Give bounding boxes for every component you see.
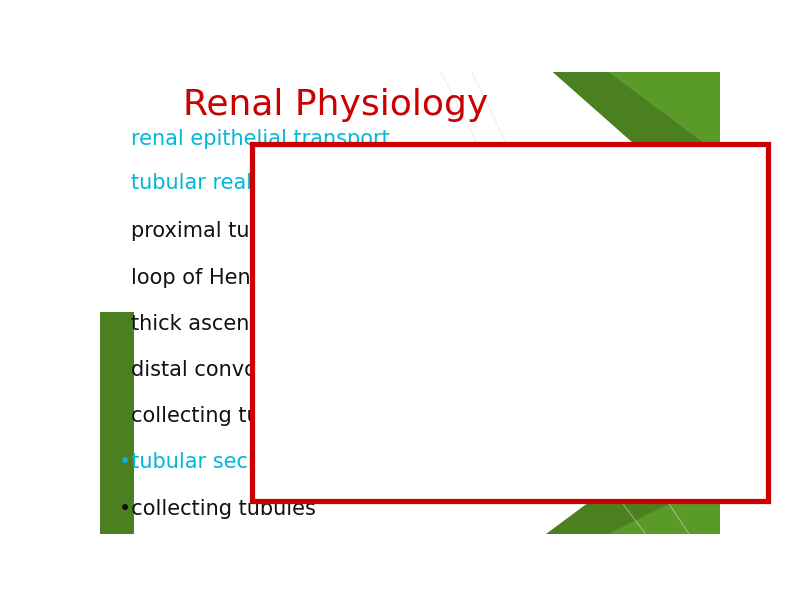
- Text: GLOMERULUS: GLOMERULUS: [306, 158, 354, 164]
- Text: renal epithelial transport: renal epithelial transport: [131, 129, 390, 149]
- Text: Loop of Henle: Loop of Henle: [304, 391, 342, 397]
- Text: loop of Henle: loop of Henle: [131, 268, 270, 287]
- Text: thick ascending limb: thick ascending limb: [131, 314, 346, 334]
- Polygon shape: [608, 479, 720, 534]
- Text: proximal tubule: proximal tubule: [131, 221, 294, 241]
- Polygon shape: [546, 404, 720, 534]
- Text: Afferent
arteriole: Afferent arteriole: [257, 228, 280, 239]
- Polygon shape: [553, 72, 720, 220]
- Text: collecting tubule: collecting tubule: [131, 406, 305, 426]
- Text: TUBULE: TUBULE: [610, 158, 638, 164]
- Text: Reabsorption: Reabsorption: [644, 183, 681, 188]
- Text: •tubular secretion: •tubular secretion: [118, 452, 309, 472]
- Polygon shape: [608, 72, 720, 155]
- Text: CORTEX: CORTEX: [758, 239, 762, 263]
- Text: •collecting tubules: •collecting tubules: [118, 499, 315, 518]
- Text: Filtration: Filtration: [301, 183, 327, 188]
- Polygon shape: [100, 312, 134, 534]
- Text: Proximal tubule: Proximal tubule: [587, 220, 630, 225]
- Text: Renal Physiology: Renal Physiology: [183, 88, 488, 122]
- Text: Distal tubule: Distal tubule: [623, 263, 658, 268]
- Text: Secretion: Secretion: [644, 199, 670, 205]
- Text: distal convoluted tubule: distal convoluted tubule: [131, 360, 383, 380]
- Text: tubular reabsorption: tubular reabsorption: [131, 173, 345, 193]
- Text: Bowman's
capsule: Bowman's capsule: [383, 271, 410, 281]
- Text: Co lecting
tubule: Co lecting tubule: [642, 406, 668, 417]
- Text: Efferent
article: Efferent article: [257, 299, 278, 310]
- Text: MEDULLA: MEDULLA: [758, 379, 762, 409]
